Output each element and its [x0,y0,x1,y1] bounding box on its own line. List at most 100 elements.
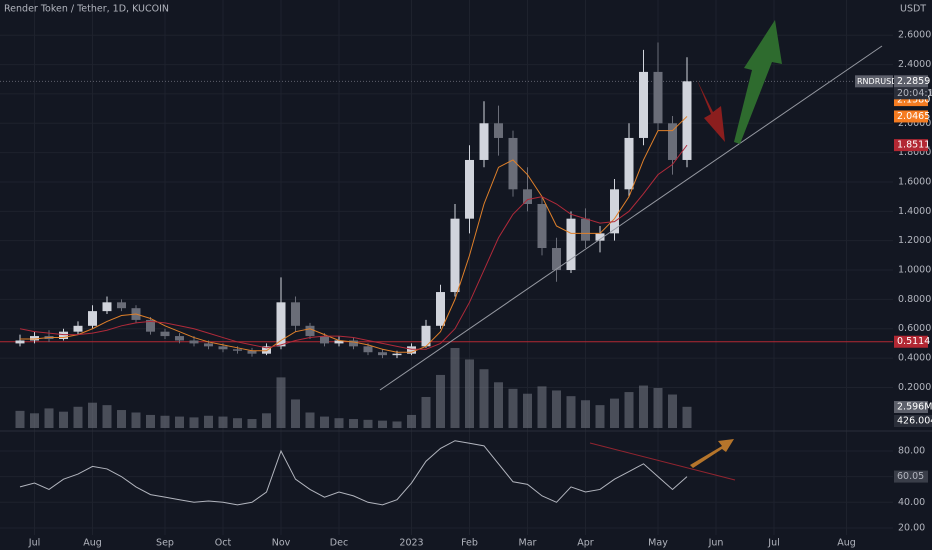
volume-bar [682,406,692,428]
candle-body [639,71,648,138]
candle-body [392,353,402,356]
volume-bar [218,416,228,428]
down-arrow [697,80,725,142]
volume-bar [247,419,257,428]
y-tick-label: 2.0000 [898,118,931,129]
candle-body [407,346,416,354]
candle-body [204,343,213,347]
volume-bar [233,418,242,428]
label-layer: 0.2000 0.4000 0.6000 0.8000 1.0000 1.2000 1.40… [28,30,932,549]
y-tick-label: 2.4000 [898,59,931,70]
volume-bar [189,417,199,428]
volume-bar [262,413,271,428]
volume-bar [624,392,634,428]
trend-line [379,45,883,391]
candle-body [175,336,184,341]
symbol-bg [855,75,893,88]
candle-body [247,350,257,354]
candle-body [88,311,97,326]
x-tick-label: Apr [577,538,594,549]
candle-body [334,340,344,344]
volume-bar [102,405,112,428]
volume-bar [436,374,445,428]
candle-body [15,340,25,344]
volume-label-bg [894,401,928,413]
volume-bar [523,393,532,428]
candle-body [552,248,561,271]
volume-bar [30,413,39,428]
candle-body [436,292,445,326]
price-label-bg [894,335,928,348]
rsi-arrow [690,439,734,468]
candle-body [537,203,547,249]
candle-body [102,302,112,312]
currency-label: USDT [900,4,926,15]
chart-title: Render Token / Tether, 1D, KUCOIN [4,4,169,15]
price-label-bg [894,110,928,123]
rsi-line [19,440,688,506]
volume-bar [276,377,286,428]
volume-bar [131,412,141,428]
x-tick-label: Aug [83,538,102,549]
y-tick-label: 0.8000 [898,294,931,305]
volume-bar [581,400,590,428]
volume-bar [479,369,489,428]
volume-bar [378,420,387,428]
x-tick-label: Oct [215,538,232,549]
rsi-value-bg [894,470,928,483]
price-label: 0.5114 [897,336,930,347]
candle-body [349,340,358,347]
volume-bar [494,382,503,428]
candle-body [581,218,590,241]
candle-body [624,137,634,190]
candle-body [421,325,431,347]
volume-bar [175,416,184,428]
x-tick-label: Aug [837,538,856,549]
candle-body [610,189,619,234]
candle-body [668,123,677,160]
x-tick-label: Jul [767,538,779,549]
rsi-tick-label: 80.00 [898,445,925,456]
candle-body [465,159,474,219]
candle-body [146,319,155,332]
volume-bar [668,394,677,428]
volume-bar [363,419,373,428]
volume-bar [320,416,329,428]
x-tick-label: Dec [330,538,348,549]
candle-body [160,331,170,337]
candle-body [378,352,387,356]
candle-body [653,71,663,124]
volume-bar [160,415,170,428]
last-price-label-bg [894,75,928,88]
y-tick-label: 1.4000 [898,206,931,217]
moving-average [20,116,688,353]
volume-bar [552,390,561,428]
candle-body [262,346,271,354]
candle-body [73,325,83,332]
volume-bar [392,421,402,428]
volume-label: 2.596M [897,402,932,413]
volume-bar [537,386,547,428]
volume-layer [15,348,692,428]
candle-body [682,81,692,160]
rsi-tick-label: 20.00 [898,522,925,533]
candle-body [508,137,518,190]
volume-bar [334,418,344,428]
candle-body [189,340,199,344]
price-label: 2.1580 [897,95,930,106]
volume-bar [204,415,213,428]
volume-bar [566,396,576,428]
price-layer [15,42,692,359]
candle-body [59,331,68,340]
candle-body [305,325,315,337]
volume-bar [305,412,315,428]
candle-body [30,336,39,341]
price-label: 2.0465 [897,111,930,122]
y-tick-label: 0.6000 [898,323,931,334]
candle-body [450,218,460,293]
candle-body [291,302,300,326]
last-price-label: 2.2859 [897,76,930,87]
volume-bar [465,359,474,428]
rsi-layer [19,440,688,506]
candle-body [363,346,373,353]
